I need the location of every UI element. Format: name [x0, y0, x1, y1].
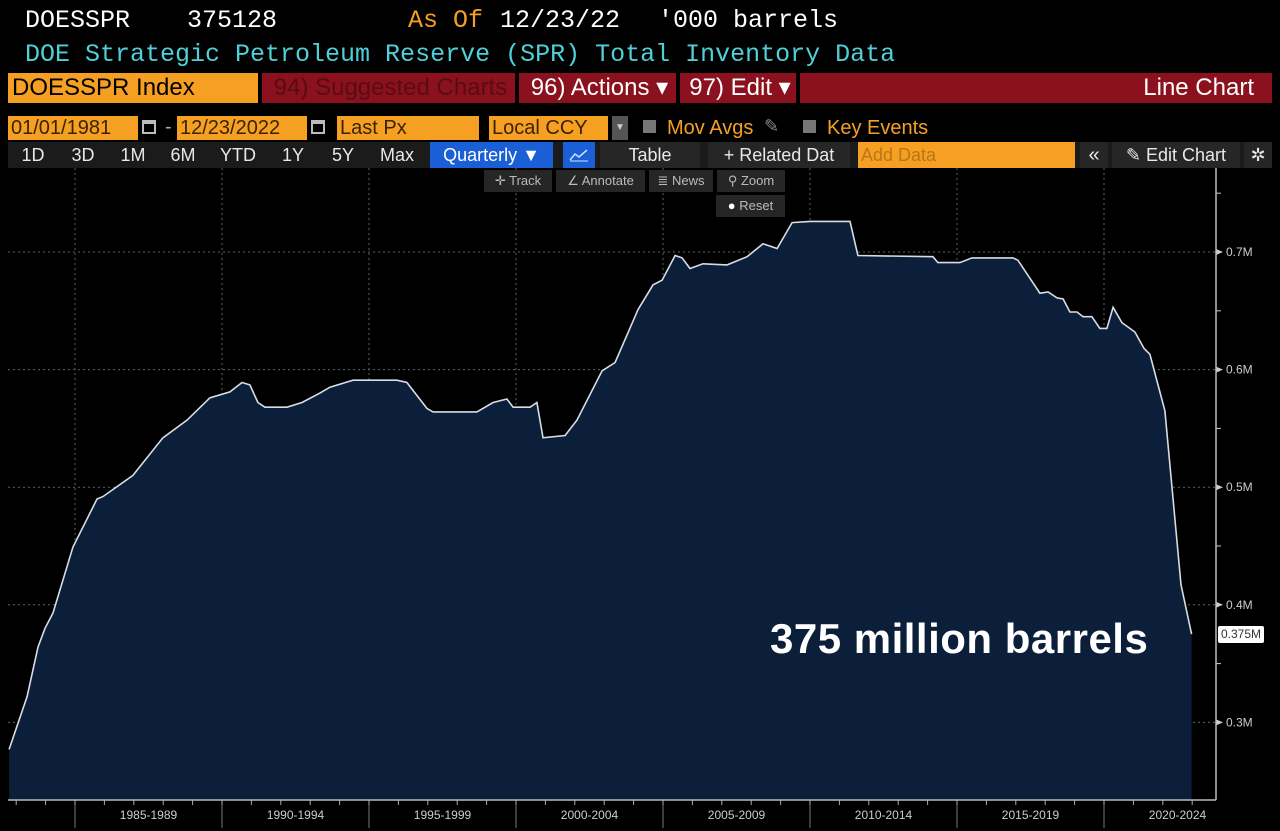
y-tick: [1216, 719, 1223, 726]
news-label: News: [672, 173, 705, 188]
range-button[interactable]: 6M: [170, 145, 196, 165]
start-date-input[interactable]: 01/01/1981: [8, 116, 138, 140]
ticker: DOESSPR: [25, 6, 131, 35]
suggested-charts-button[interactable]: 94) Suggested Charts: [262, 73, 515, 103]
crosshair-icon: ✛: [494, 173, 510, 188]
range-button[interactable]: 1M: [120, 145, 146, 165]
key-events-checkbox[interactable]: [803, 120, 816, 133]
range-button[interactable]: YTD: [220, 145, 256, 165]
calendar-icon[interactable]: [142, 120, 156, 134]
news-button[interactable]: ≣ News: [649, 170, 713, 192]
key-events-label: Key Events: [827, 117, 929, 139]
end-date-input[interactable]: 12/23/2022: [177, 116, 307, 140]
last-value: 375128: [187, 6, 278, 35]
reset-button[interactable]: ● Reset: [716, 195, 785, 217]
security-field[interactable]: DOESSPR Index: [8, 73, 258, 103]
x-tick-label: 2010-2014: [855, 808, 913, 822]
x-tick-label: 1985-1989: [120, 808, 178, 822]
zoom-label: Zoom: [740, 173, 775, 188]
field-select[interactable]: Last Px: [337, 116, 479, 140]
calendar-icon[interactable]: [311, 120, 325, 134]
news-icon: ≣: [657, 173, 672, 188]
search-icon: ⚲: [727, 173, 741, 188]
annotate-icon: ∠: [567, 173, 582, 188]
pencil-icon: ✎: [1125, 145, 1147, 165]
range-button[interactable]: 3D: [71, 145, 95, 165]
reset-icon: ●: [727, 198, 740, 213]
y-tick-label: 0.4M: [1226, 598, 1253, 612]
annotate-label: Annotate: [581, 173, 634, 188]
line-chart-icon[interactable]: [563, 142, 595, 168]
mov-avgs-label: Mov Avgs: [667, 117, 754, 139]
track-button[interactable]: ✛ Track: [484, 170, 552, 192]
table-button[interactable]: Table: [600, 142, 700, 168]
track-label: Track: [509, 173, 542, 188]
y-tick: [1216, 249, 1223, 255]
collapse-icon[interactable]: «: [1080, 142, 1108, 168]
edit-chart-label: Edit Chart: [1146, 145, 1227, 165]
range-button[interactable]: 5Y: [331, 145, 355, 165]
annotate-button[interactable]: ∠ Annotate: [556, 170, 645, 192]
periodicity-select[interactable]: Quarterly ▼: [430, 142, 553, 168]
y-tick: [1216, 601, 1223, 608]
currency-select[interactable]: Local CCY: [489, 116, 608, 140]
range-button[interactable]: 1D: [21, 145, 45, 165]
x-tick-label: 2005-2009: [708, 808, 766, 822]
actions-menu[interactable]: 96) Actions ▾: [519, 73, 676, 103]
y-tick-label: 0.7M: [1226, 245, 1253, 259]
inventory-area: [9, 221, 1192, 800]
related-data-button[interactable]: + Related Dat: [708, 142, 850, 168]
y-tick-label: 0.5M: [1226, 480, 1253, 494]
as-of-date: 12/23/22: [500, 6, 621, 35]
y-tick-label: 0.6M: [1226, 363, 1253, 377]
chart-type-label[interactable]: Line Chart: [800, 73, 1272, 103]
chart-annotation: 375 million barrels: [770, 615, 1149, 662]
x-tick-label: 2020-2024: [1149, 808, 1207, 822]
units: '000 barrels: [658, 6, 839, 35]
x-tick-label: 1995-1999: [414, 808, 472, 822]
as-of-label: As Of: [408, 6, 484, 35]
range-button[interactable]: 1Y: [281, 145, 305, 165]
add-data-input[interactable]: Add Data: [858, 142, 1075, 168]
pencil-icon[interactable]: ✎: [764, 116, 780, 136]
gear-icon[interactable]: ✲: [1244, 142, 1272, 168]
reset-label: Reset: [739, 198, 774, 213]
y-tick: [1216, 484, 1223, 491]
y-tick-label: 0.3M: [1226, 715, 1253, 729]
x-tick-label: 2000-2004: [561, 808, 619, 822]
zoom-button[interactable]: ⚲ Zoom: [717, 170, 785, 192]
mov-avgs-checkbox[interactable]: [643, 120, 656, 133]
last-value-label: 0.375M: [1218, 626, 1265, 643]
edit-chart-button[interactable]: ✎ Edit Chart: [1112, 142, 1240, 168]
x-tick-label: 1990-1994: [267, 808, 325, 822]
inventory-line: [8, 220, 1193, 750]
y-tick: [1216, 366, 1223, 373]
x-tick-label: 2015-2019: [1002, 808, 1060, 822]
range-button[interactable]: Max: [379, 145, 414, 165]
date-separator: -: [165, 116, 172, 138]
chevron-down-icon[interactable]: ▼: [612, 116, 628, 140]
edit-menu[interactable]: 97) Edit ▾: [680, 73, 796, 103]
security-description: DOE Strategic Petroleum Reserve (SPR) To…: [25, 40, 896, 69]
